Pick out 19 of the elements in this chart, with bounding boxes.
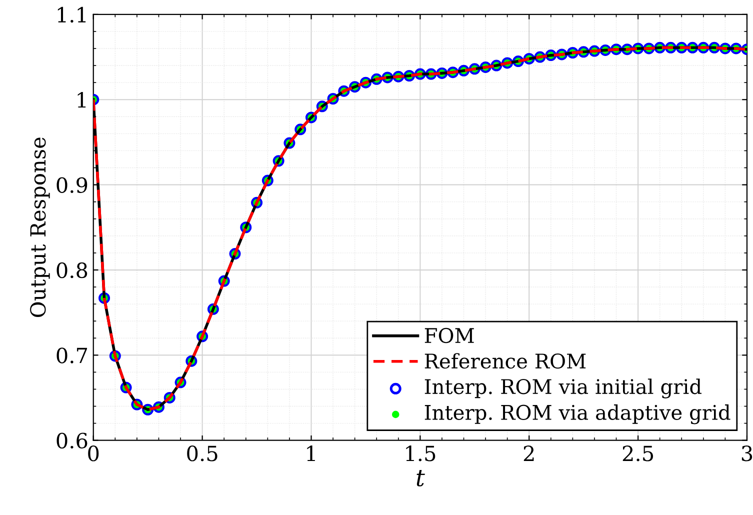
y-tick-label: 1.1 xyxy=(58,6,86,23)
y-tick-label: 0.7 xyxy=(56,348,88,364)
x-axis-title: t xyxy=(416,470,425,486)
legend-label: Reference ROM xyxy=(424,353,586,369)
x-tick-label: 0.5 xyxy=(187,446,218,462)
legend-label: Interp. ROM via initial grid xyxy=(424,378,702,398)
legend-label: FOM xyxy=(424,328,474,344)
x-tick-label: 0 xyxy=(88,446,99,462)
y-axis-title: Output Response xyxy=(30,138,50,318)
x-tick-label: 2.5 xyxy=(622,446,653,462)
y-tick-label: 1 xyxy=(78,92,86,108)
y-tick-label: 0.9 xyxy=(56,177,88,193)
y-tick-label: 0.8 xyxy=(56,262,88,278)
y-tick-label: 0.6 xyxy=(56,432,88,449)
legend-label: Interp. ROM via adaptive grid xyxy=(424,404,730,424)
x-tick-label: 1 xyxy=(307,446,315,462)
x-tick-label: 3 xyxy=(742,446,752,462)
x-tick-label: 1.5 xyxy=(406,446,436,462)
x-tick-label: 2 xyxy=(524,446,534,462)
